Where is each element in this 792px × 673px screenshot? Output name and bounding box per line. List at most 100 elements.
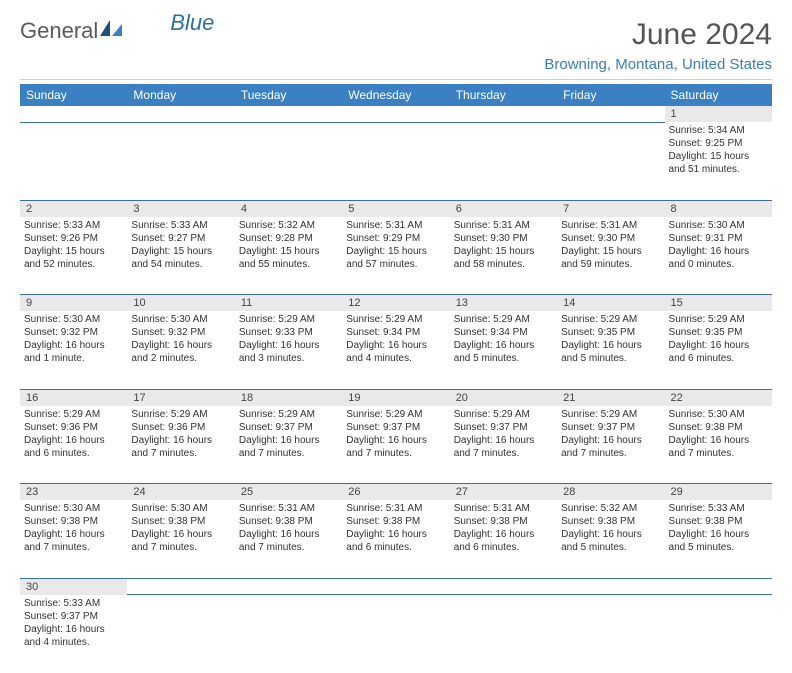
title-block: June 2024 Browning, Montana, United Stat… — [544, 18, 772, 73]
day-number-cell: 21 — [557, 389, 664, 406]
day-number-row: 1 — [20, 106, 772, 122]
day-info-line: Sunset: 9:31 PM — [669, 232, 768, 245]
day-info-line: Sunrise: 5:30 AM — [131, 313, 230, 326]
day-info-line: Daylight: 15 hours — [24, 245, 123, 258]
day-info-line: and 55 minutes. — [239, 258, 338, 271]
logo-text-general: General — [20, 18, 98, 44]
day-info-line: Sunset: 9:27 PM — [131, 232, 230, 245]
day-info-line: Sunset: 9:37 PM — [24, 610, 123, 623]
day-info-line: Sunrise: 5:30 AM — [669, 219, 768, 232]
day-number-row: 16171819202122 — [20, 389, 772, 406]
day-info-line: Daylight: 16 hours — [669, 245, 768, 258]
day-info-line: Daylight: 16 hours — [454, 528, 553, 541]
day-info-line: Sunset: 9:25 PM — [669, 137, 768, 150]
day-info-line: Daylight: 16 hours — [131, 339, 230, 352]
day-number-cell — [342, 578, 449, 595]
day-content-cell: Sunrise: 5:33 AMSunset: 9:38 PMDaylight:… — [665, 500, 772, 578]
logo-text-blue: Blue — [170, 10, 214, 36]
day-info-line: Sunset: 9:38 PM — [346, 515, 445, 528]
day-content-cell: Sunrise: 5:29 AMSunset: 9:37 PMDaylight:… — [235, 406, 342, 484]
day-number-cell: 4 — [235, 200, 342, 217]
day-info-line: Sunset: 9:35 PM — [561, 326, 660, 339]
day-info-line: Sunrise: 5:32 AM — [561, 502, 660, 515]
day-number-cell: 16 — [20, 389, 127, 406]
day-content-cell: Sunrise: 5:31 AMSunset: 9:30 PMDaylight:… — [450, 217, 557, 295]
day-info-line: Daylight: 15 hours — [239, 245, 338, 258]
day-info-line: and 0 minutes. — [669, 258, 768, 271]
day-info-line: Sunset: 9:32 PM — [131, 326, 230, 339]
day-info-line: and 4 minutes. — [346, 352, 445, 365]
day-info-line: Sunrise: 5:29 AM — [131, 408, 230, 421]
day-content-cell: Sunrise: 5:30 AMSunset: 9:38 PMDaylight:… — [665, 406, 772, 484]
day-number-cell: 22 — [665, 389, 772, 406]
day-info-line: Daylight: 16 hours — [346, 339, 445, 352]
day-info-line: Sunset: 9:36 PM — [24, 421, 123, 434]
day-number-cell: 26 — [342, 484, 449, 501]
day-info-line: Daylight: 16 hours — [669, 434, 768, 447]
day-content-cell: Sunrise: 5:30 AMSunset: 9:31 PMDaylight:… — [665, 217, 772, 295]
day-content-cell — [20, 122, 127, 200]
day-info-line: Daylight: 16 hours — [24, 339, 123, 352]
day-info-line: Sunrise: 5:32 AM — [239, 219, 338, 232]
day-number-cell: 2 — [20, 200, 127, 217]
day-content-cell — [557, 122, 664, 200]
day-info-line: Sunrise: 5:29 AM — [239, 313, 338, 326]
day-info-line: Daylight: 16 hours — [454, 339, 553, 352]
day-content-row: Sunrise: 5:33 AMSunset: 9:37 PMDaylight:… — [20, 595, 772, 673]
day-content-cell — [235, 122, 342, 200]
page-header: General Blue June 2024 Browning, Montana… — [20, 18, 772, 73]
day-info-line: Daylight: 16 hours — [561, 339, 660, 352]
day-info-line: Daylight: 16 hours — [24, 528, 123, 541]
day-info-line: and 5 minutes. — [669, 541, 768, 554]
day-info-line: Daylight: 16 hours — [346, 528, 445, 541]
day-info-line: and 5 minutes. — [561, 541, 660, 554]
day-content-cell: Sunrise: 5:29 AMSunset: 9:35 PMDaylight:… — [557, 311, 664, 389]
day-info-line: Daylight: 16 hours — [561, 528, 660, 541]
day-info-line: Sunrise: 5:29 AM — [454, 313, 553, 326]
day-info-line: Sunrise: 5:31 AM — [454, 219, 553, 232]
day-info-line: and 5 minutes. — [561, 352, 660, 365]
day-content-cell: Sunrise: 5:29 AMSunset: 9:34 PMDaylight:… — [342, 311, 449, 389]
day-content-cell: Sunrise: 5:30 AMSunset: 9:32 PMDaylight:… — [20, 311, 127, 389]
day-info-line: and 7 minutes. — [561, 447, 660, 460]
day-content-cell: Sunrise: 5:29 AMSunset: 9:37 PMDaylight:… — [450, 406, 557, 484]
day-info-line: Sunset: 9:28 PM — [239, 232, 338, 245]
day-info-line: Sunrise: 5:34 AM — [669, 124, 768, 137]
location-subtitle: Browning, Montana, United States — [544, 56, 772, 73]
day-info-line: Sunrise: 5:33 AM — [669, 502, 768, 515]
weekday-header: Sunday — [20, 84, 127, 106]
day-info-line: and 6 minutes. — [669, 352, 768, 365]
day-info-line: Daylight: 16 hours — [561, 434, 660, 447]
day-content-cell: Sunrise: 5:29 AMSunset: 9:37 PMDaylight:… — [342, 406, 449, 484]
day-info-line: Daylight: 15 hours — [669, 150, 768, 163]
day-content-cell — [450, 122, 557, 200]
day-info-line: Sunrise: 5:30 AM — [24, 313, 123, 326]
day-info-line: Sunrise: 5:33 AM — [131, 219, 230, 232]
day-number-row: 30 — [20, 578, 772, 595]
day-content-cell — [127, 122, 234, 200]
day-info-line: Sunrise: 5:29 AM — [561, 313, 660, 326]
day-content-cell: Sunrise: 5:32 AMSunset: 9:28 PMDaylight:… — [235, 217, 342, 295]
day-info-line: and 4 minutes. — [24, 636, 123, 649]
day-info-line: and 7 minutes. — [669, 447, 768, 460]
day-info-line: Daylight: 16 hours — [24, 623, 123, 636]
day-number-cell — [20, 106, 127, 122]
day-info-line: and 52 minutes. — [24, 258, 123, 271]
day-info-line: Daylight: 15 hours — [454, 245, 553, 258]
day-info-line: and 7 minutes. — [131, 447, 230, 460]
calendar-body: 1Sunrise: 5:34 AMSunset: 9:25 PMDaylight… — [20, 106, 772, 673]
day-content-cell: Sunrise: 5:30 AMSunset: 9:32 PMDaylight:… — [127, 311, 234, 389]
day-content-cell: Sunrise: 5:30 AMSunset: 9:38 PMDaylight:… — [20, 500, 127, 578]
day-info-line: Sunset: 9:37 PM — [239, 421, 338, 434]
day-content-row: Sunrise: 5:34 AMSunset: 9:25 PMDaylight:… — [20, 122, 772, 200]
day-info-line: Sunset: 9:35 PM — [669, 326, 768, 339]
day-number-cell — [235, 578, 342, 595]
day-info-line: Daylight: 16 hours — [454, 434, 553, 447]
day-info-line: Daylight: 16 hours — [239, 434, 338, 447]
day-number-row: 2345678 — [20, 200, 772, 217]
day-info-line: Sunset: 9:37 PM — [346, 421, 445, 434]
day-info-line: Daylight: 16 hours — [239, 339, 338, 352]
day-info-line: Sunset: 9:38 PM — [24, 515, 123, 528]
day-info-line: Sunset: 9:29 PM — [346, 232, 445, 245]
day-content-cell: Sunrise: 5:29 AMSunset: 9:35 PMDaylight:… — [665, 311, 772, 389]
